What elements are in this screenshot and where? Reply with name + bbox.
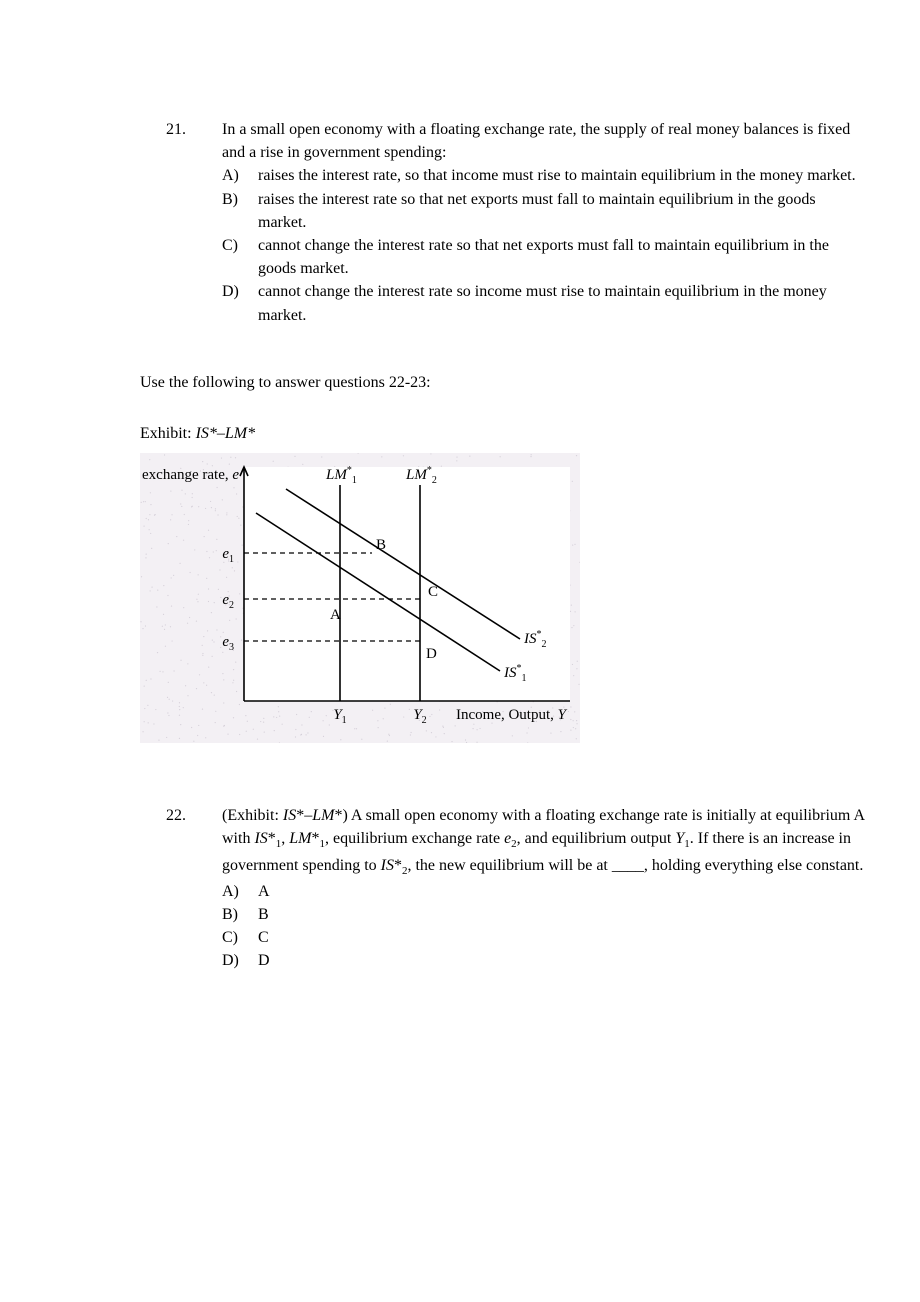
option-text: B [258,903,866,926]
option-text: C [258,926,866,949]
q22-option-c: C) C [222,926,866,949]
q21-option-a: A) raises the interest rate, so that inc… [222,164,866,187]
option-letter: A) [222,164,258,187]
option-letter: A) [222,880,258,903]
option-text: cannot change the interest rate so incom… [258,280,866,326]
svg-text:A: A [330,607,341,623]
q21-option-b: B) raises the interest rate so that net … [222,188,866,234]
option-letter: D) [222,949,258,972]
svg-text:D: D [426,646,437,662]
q21-option-c: C) cannot change the interest rate so th… [222,234,866,280]
exhibit-name: IS*–LM* [196,425,256,442]
option-letter: B) [222,903,258,926]
option-text: raises the interest rate, so that income… [258,164,866,187]
q21-option-d: D) cannot change the interest rate so in… [222,280,866,326]
option-text: A [258,880,866,903]
svg-text:C: C [428,584,438,600]
option-text: cannot change the interest rate so that … [258,234,866,280]
svg-text:Income, Output, Y: Income, Output, Y [456,707,568,723]
question-22: 22. (Exhibit: IS*–LM*) A small open econ… [140,804,866,972]
option-letter: B) [222,188,258,211]
question-21: 21. In a small open economy with a float… [140,118,866,327]
option-letter: D) [222,280,258,303]
is-lm-diagram: LM*1LM*2IS*1IS*2ABCDY1Y2Income, Output, … [140,453,866,750]
q22-number: 22. [140,804,222,827]
q22-option-b: B) B [222,903,866,926]
q21-number: 21. [140,118,222,141]
q22-stem: (Exhibit: IS*–LM*) A small open economy … [222,804,866,879]
exhibit-title: Exhibit: IS*–LM* [140,422,866,445]
option-text: raises the interest rate so that net exp… [258,188,866,234]
q21-stem: In a small open economy with a floating … [222,118,866,164]
page: 21. In a small open economy with a float… [0,0,920,1302]
exhibit-prefix: Exhibit: [140,425,196,442]
section-intro: Use the following to answer questions 22… [140,371,866,394]
option-letter: C) [222,234,258,257]
option-letter: C) [222,926,258,949]
q22-option-d: D) D [222,949,866,972]
is-lm-svg: LM*1LM*2IS*1IS*2ABCDY1Y2Income, Output, … [140,453,580,743]
svg-text:exchange rate, e: exchange rate, e [142,467,239,483]
q22-option-a: A) A [222,880,866,903]
svg-text:B: B [376,537,386,553]
option-text: D [258,949,866,972]
